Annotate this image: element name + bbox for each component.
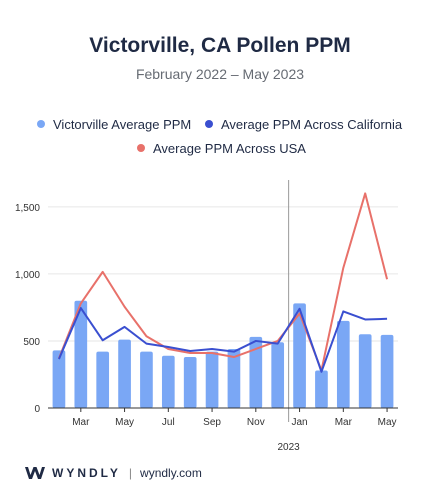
legend-bar-swatch	[37, 120, 45, 128]
bar	[249, 336, 263, 408]
y-tick-label: 0	[34, 404, 40, 415]
footer-separator: |	[128, 466, 133, 480]
usa-series-line	[58, 192, 389, 372]
footer: WYNDLY | wyndly.com	[24, 462, 202, 484]
x-tick-label: May	[378, 417, 397, 428]
bar	[140, 351, 153, 408]
bar	[227, 348, 241, 408]
wyndly-logo-icon	[25, 467, 45, 479]
chart-title: Victorville, CA Pollen PPM	[89, 34, 351, 57]
y-tick-label: 1,500	[15, 203, 40, 214]
bar	[315, 370, 328, 408]
x-tick-label: Mar	[335, 417, 353, 428]
bar	[183, 357, 197, 408]
bar	[118, 339, 131, 408]
bar	[161, 355, 175, 408]
bar	[336, 320, 350, 408]
bar	[96, 351, 110, 408]
bar	[205, 351, 219, 408]
bar	[74, 300, 88, 408]
year-label: 2023	[278, 442, 301, 453]
chart-subtitle: February 2022 – May 2023	[135, 66, 305, 82]
legend-item-california: Average PPM Across California	[205, 117, 402, 132]
bar	[293, 303, 306, 408]
bar	[271, 342, 285, 408]
california-series-line	[58, 307, 388, 373]
legend-label-usa: Average PPM Across USA	[153, 141, 306, 156]
bar	[358, 334, 372, 408]
legend-label-california: Average PPM Across California	[221, 117, 403, 132]
x-tick-label: May	[115, 417, 134, 428]
x-tick-label: Jan	[292, 417, 308, 428]
x-tick-label: Jul	[162, 417, 175, 428]
x-tick-label: Mar	[72, 417, 90, 428]
legend-item-victorville: Victorville Average PPM	[37, 117, 191, 132]
bar	[380, 334, 394, 408]
legend-california-swatch	[205, 120, 213, 128]
footer-url[interactable]: wyndly.com	[140, 466, 202, 480]
y-tick-label: 500	[23, 337, 40, 348]
legend-usa-swatch	[137, 144, 145, 152]
x-tick-label: Sep	[203, 417, 221, 428]
brand-name: WYNDLY	[52, 466, 121, 480]
legend-label-victorville: Victorville Average PPM	[53, 117, 192, 132]
bar	[52, 350, 66, 408]
legend-item-usa: Average PPM Across USA	[137, 141, 306, 156]
x-tick-label: Nov	[247, 417, 265, 428]
pollen-chart: 0 500 1,000 1,500 Mar May Jul Sep Nov Jan Mar May 20…	[15, 180, 398, 453]
y-tick-label: 1,000	[15, 270, 40, 281]
